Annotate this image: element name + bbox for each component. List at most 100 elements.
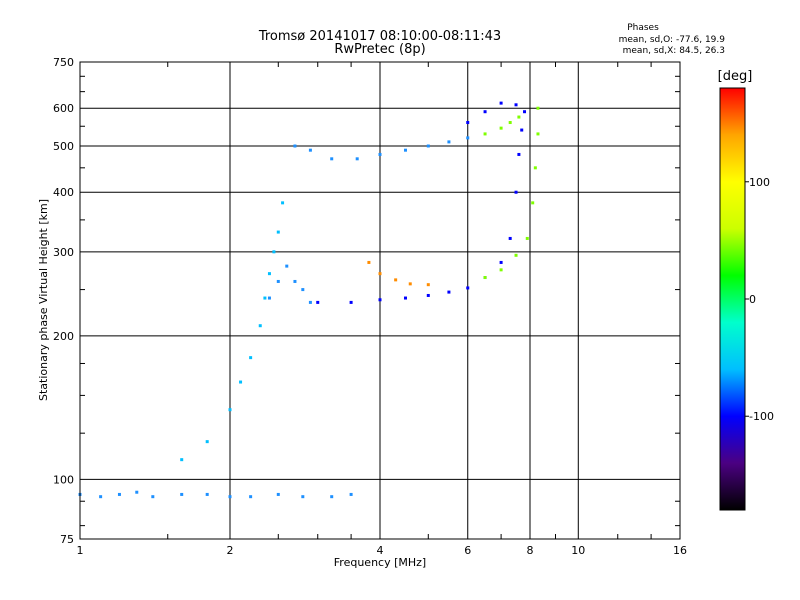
data-point	[508, 236, 512, 240]
data-point	[308, 148, 312, 152]
x-tick-label: 1	[77, 544, 84, 557]
stats-x-line: mean, sd,X: 84.5, 26.3	[623, 46, 725, 56]
data-point	[517, 115, 521, 119]
data-point	[466, 121, 470, 125]
data-point	[536, 106, 540, 110]
data-point	[523, 110, 527, 114]
y-tick-label: 500	[53, 140, 74, 153]
plot-frame	[79, 61, 681, 540]
data-point	[267, 296, 271, 300]
data-point	[499, 268, 503, 272]
y-tick-label: 200	[53, 330, 74, 343]
data-point	[151, 495, 155, 499]
data-point	[483, 110, 487, 114]
data-point	[499, 101, 503, 105]
data-point	[378, 152, 382, 156]
stats-o-line: mean, sd,O: -77.6, 19.9	[619, 35, 726, 45]
data-point	[228, 495, 232, 499]
x-tick-label: 8	[527, 544, 534, 557]
data-point	[228, 408, 232, 412]
data-point	[426, 144, 430, 148]
data-point	[180, 492, 184, 496]
data-point	[394, 278, 398, 282]
data-point	[308, 300, 312, 304]
x-tick-label: 16	[673, 544, 687, 557]
data-point	[447, 290, 451, 294]
y-tick-label: 300	[53, 246, 74, 259]
data-point	[483, 276, 487, 280]
data-points	[78, 101, 540, 499]
data-point	[293, 144, 297, 148]
data-point	[205, 440, 209, 444]
data-point	[517, 152, 521, 156]
data-point	[483, 132, 487, 136]
data-point	[239, 380, 243, 384]
y-axis-ticks: 75 100 200 300 400 500 600 750	[53, 56, 680, 546]
y-tick-label: 75	[60, 533, 74, 546]
x-tick-label: 6	[464, 544, 471, 557]
data-point	[447, 140, 451, 144]
data-point	[378, 272, 382, 276]
data-point	[508, 121, 512, 125]
data-point	[249, 495, 253, 499]
data-point	[499, 260, 503, 264]
data-point	[426, 283, 430, 287]
x-tick-label: 4	[377, 544, 384, 557]
x-tick-label: 2	[227, 544, 234, 557]
data-point	[272, 250, 276, 254]
data-point	[520, 128, 524, 132]
data-point	[525, 236, 529, 240]
data-point	[514, 103, 518, 107]
data-point	[330, 495, 334, 499]
data-point	[403, 148, 407, 152]
data-point	[293, 279, 297, 283]
colorbar-tick-label: 0	[749, 293, 756, 306]
data-point	[135, 490, 139, 494]
data-point	[403, 296, 407, 300]
data-point	[276, 230, 280, 234]
data-point	[330, 157, 334, 161]
data-point	[249, 356, 253, 360]
data-point	[349, 492, 353, 496]
data-point	[349, 300, 353, 304]
data-point	[99, 495, 103, 499]
data-point	[536, 132, 540, 136]
data-point	[426, 293, 430, 297]
data-point	[180, 458, 184, 462]
data-point	[514, 190, 518, 194]
data-point	[263, 296, 267, 300]
data-point	[267, 272, 271, 276]
data-point	[367, 260, 371, 264]
data-point	[205, 492, 209, 496]
data-point	[117, 492, 121, 496]
stats-heading: Phases	[627, 23, 659, 33]
data-point	[276, 279, 280, 283]
colorbar-ticks: 100 0 -100	[745, 176, 774, 423]
colorbar-label: [deg]	[718, 69, 753, 84]
data-point	[533, 166, 537, 170]
chart-subtitle: RwPretec (8p)	[334, 42, 425, 57]
data-point	[378, 298, 382, 302]
x-tick-label: 10	[571, 544, 585, 557]
data-point	[466, 286, 470, 290]
colorbar-tick-label: 100	[749, 176, 770, 189]
data-point	[285, 264, 289, 268]
data-point	[499, 126, 503, 130]
data-point	[408, 282, 412, 286]
y-tick-label: 750	[53, 56, 74, 69]
grid	[80, 62, 680, 539]
data-point	[355, 157, 359, 161]
data-point	[466, 136, 470, 140]
y-tick-label: 400	[53, 186, 74, 199]
colorbar	[719, 87, 746, 511]
chart-title: Tromsø 20141017 08:10:00-08:11:43	[258, 29, 501, 44]
colorbar-tick-label: -100	[749, 410, 774, 423]
x-axis-label: Frequency [MHz]	[334, 556, 426, 569]
data-point	[316, 300, 320, 304]
x-axis-ticks: 1 2 4 6 8 10 16	[77, 62, 687, 557]
y-tick-label: 100	[53, 473, 74, 486]
data-point	[258, 324, 262, 328]
y-tick-label: 600	[53, 102, 74, 115]
y-axis-label: Stationary phase Virtual Height [km]	[37, 199, 50, 401]
